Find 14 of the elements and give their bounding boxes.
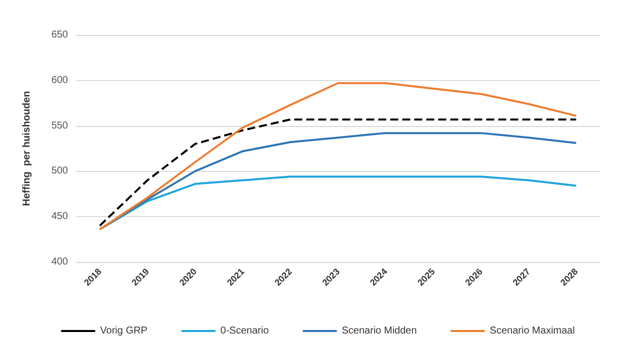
y-tick-label: 550 [51,120,68,132]
y-axis-title: Heffing per huishouden [22,91,32,206]
line-series [98,118,578,227]
y-tick-label: 500 [51,166,68,177]
legend-label: 0-Scenario [220,326,270,336]
y-tick-label: 650 [51,30,68,40]
line-series [98,132,578,230]
y-tick-label: 400 [51,256,68,268]
y-tick-label: 450 [51,211,68,222]
legend-label: Scenario Midden [342,326,417,336]
y-tick-label: 600 [51,74,68,86]
legend-label: Scenario Maximaal [490,326,575,336]
line-series [98,82,578,230]
legend-label: Vorig GRP [100,326,148,336]
